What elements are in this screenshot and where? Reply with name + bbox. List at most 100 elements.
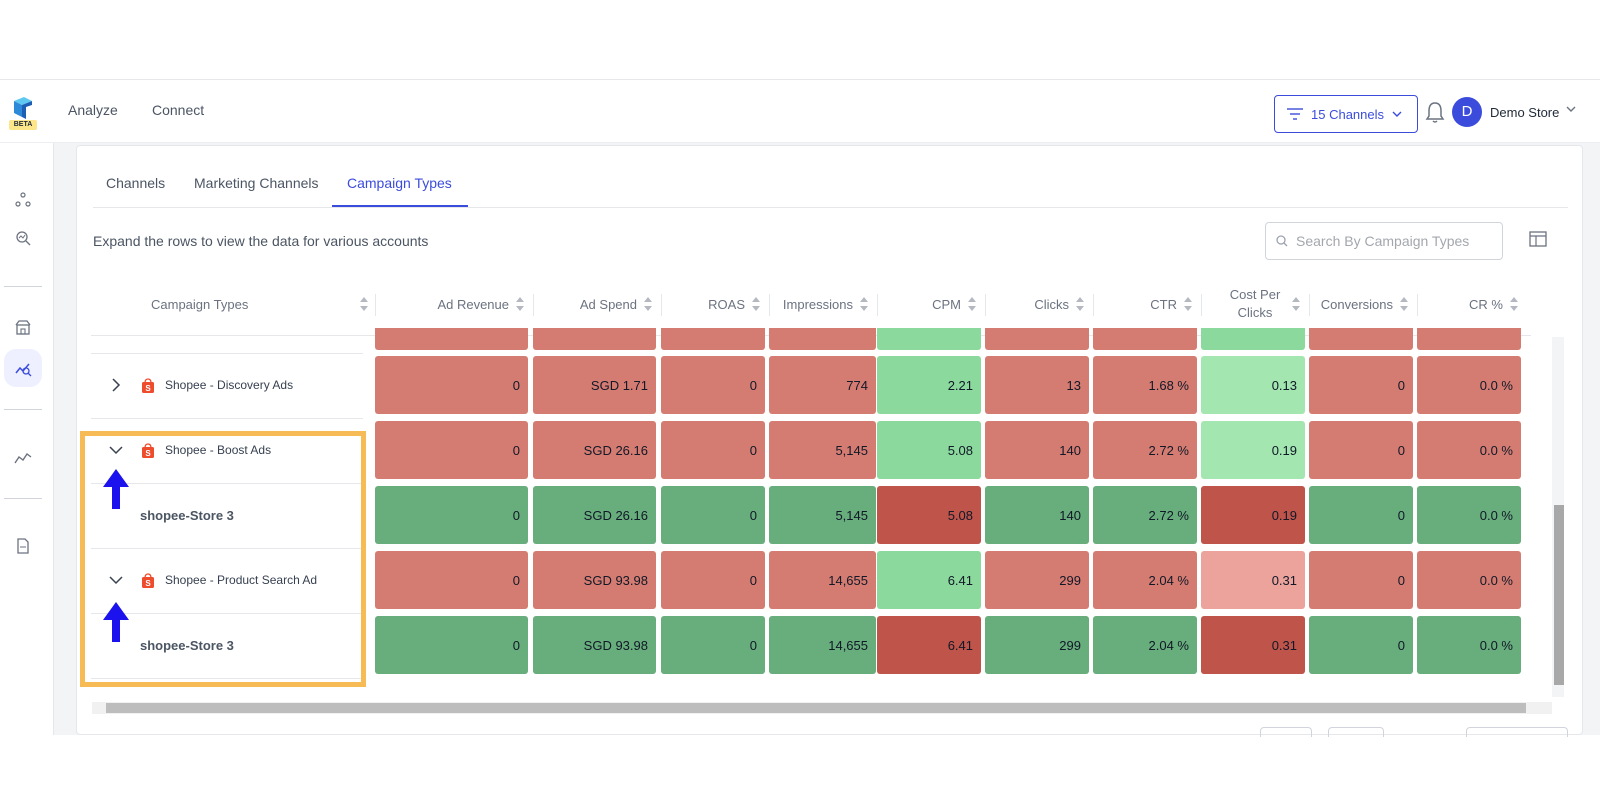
column-header-1[interactable]: Ad Revenue [377, 274, 531, 334]
tab-bar: Channels Marketing Channels Campaign Typ… [93, 146, 1568, 208]
campaign-row-name[interactable]: S Shopee - Boost Ads [109, 419, 271, 481]
column-header-9[interactable]: Conversions [1311, 274, 1415, 334]
sort-icon[interactable] [1399, 296, 1409, 312]
search-icon [1276, 235, 1288, 247]
sidebar-item-reports[interactable] [12, 535, 34, 557]
app-logo[interactable]: BETA [9, 95, 37, 130]
sidebar-divider [4, 498, 42, 499]
partial-row-cell [1201, 328, 1305, 350]
table-cell-ad-revenue: 0 [375, 616, 528, 674]
pager-next-button[interactable] [1328, 727, 1384, 737]
column-separator [985, 294, 986, 316]
filter-icon [1287, 108, 1303, 120]
store-chevron-down-icon[interactable] [1565, 103, 1577, 115]
chevron-down-icon [1392, 111, 1402, 117]
sort-icon[interactable] [1291, 296, 1301, 312]
bottom-blank-band [0, 735, 1600, 800]
search-input[interactable] [1296, 233, 1496, 249]
row-label: Shopee - Boost Ads [165, 443, 272, 457]
column-header-6[interactable]: Clicks [987, 274, 1091, 334]
search-analytics-icon [16, 231, 31, 246]
sidebar-item-trends[interactable] [12, 447, 34, 469]
bell-icon[interactable] [1424, 100, 1446, 124]
sidebar-item-connections[interactable] [12, 189, 34, 211]
column-header-7[interactable]: CTR [1095, 274, 1199, 334]
logo-cube-icon [14, 97, 32, 119]
sort-icon[interactable] [1183, 296, 1193, 312]
chevron-down-icon[interactable] [109, 573, 123, 587]
table-cell-cost-per-clicks: 0.19 [1201, 486, 1305, 544]
column-header-3[interactable]: ROAS [663, 274, 767, 334]
tab-marketing-channels[interactable]: Marketing Channels [194, 175, 319, 191]
table-cell-ad-revenue: 0 [375, 486, 528, 544]
table-cell-ctr: 1.68 % [1093, 356, 1197, 414]
row-divider [91, 353, 363, 354]
column-header-label: Impressions [782, 296, 853, 312]
table-cell-ctr: 2.72 % [1093, 421, 1197, 479]
column-header-8[interactable]: Cost Per Clicks [1203, 274, 1307, 334]
page-size-select[interactable] [1466, 727, 1568, 737]
account-row-name[interactable]: shopee-Store 3 [140, 614, 234, 676]
column-separator [769, 294, 770, 316]
sort-icon[interactable] [643, 296, 653, 312]
tab-channels[interactable]: Channels [106, 175, 166, 191]
column-header-4[interactable]: Impressions [771, 274, 875, 334]
column-header-10[interactable]: CR % [1419, 274, 1525, 334]
table-cell-ad-spend: SGD 1.71 [533, 356, 656, 414]
sidebar-item-marketing[interactable] [4, 349, 42, 387]
marketing-analytics-icon [15, 363, 32, 377]
table-cell-cost-per-clicks: 0.31 [1201, 616, 1305, 674]
row-label: shopee-Store 3 [140, 507, 234, 523]
tab-campaign-types[interactable]: Campaign Types [347, 175, 452, 191]
sidebar-item-explore[interactable] [12, 227, 34, 249]
nav-analyze[interactable]: Analyze [68, 102, 118, 118]
svg-text:S: S [145, 579, 151, 588]
partial-row-cell [1309, 328, 1413, 350]
sort-icon[interactable] [1509, 296, 1519, 312]
column-header-label: CR % [1469, 296, 1503, 312]
sidebar-item-store[interactable] [12, 316, 34, 338]
nav-connect[interactable]: Connect [152, 102, 205, 118]
column-header-2[interactable]: Ad Spend [535, 274, 659, 334]
account-row-name[interactable]: shopee-Store 3 [140, 484, 234, 546]
campaign-row-name[interactable]: S Shopee - Product Search Ad [109, 549, 317, 611]
row-label: Shopee - Discovery Ads [165, 378, 294, 392]
column-header-label: Cost Per Clicks [1229, 287, 1281, 320]
table-cell-clicks: 299 [985, 551, 1089, 609]
table-cell-impressions: 14,655 [769, 616, 876, 674]
channels-filter-button[interactable]: 15 Channels [1274, 95, 1418, 133]
trend-line-icon [14, 452, 32, 464]
horizontal-scroll-thumb[interactable] [106, 703, 1526, 713]
table-cell-impressions: 5,145 [769, 421, 876, 479]
column-separator [1201, 294, 1202, 316]
table-cell-impressions: 5,145 [769, 486, 876, 544]
store-name[interactable]: Demo Store [1490, 105, 1560, 120]
sort-icon[interactable] [1075, 296, 1085, 312]
table-cell-cpm: 5.08 [877, 486, 981, 544]
chevron-down-icon[interactable] [109, 443, 123, 457]
search-box[interactable] [1265, 222, 1503, 260]
row-divider [91, 613, 363, 614]
column-header-0[interactable]: Campaign Types [151, 274, 375, 334]
column-settings-icon[interactable] [1529, 230, 1547, 248]
table-cell-ctr: 2.04 % [1093, 551, 1197, 609]
table-cell-ad-revenue: 0 [375, 356, 528, 414]
nodes-icon [15, 192, 31, 207]
sort-icon[interactable] [859, 296, 869, 312]
table-cell-ad-spend: SGD 93.98 [533, 616, 656, 674]
campaign-row-name[interactable]: S Shopee - Discovery Ads [109, 354, 293, 416]
column-separator [1417, 294, 1418, 316]
avatar[interactable]: D [1452, 97, 1482, 127]
top-blank-band [0, 0, 1600, 80]
vertical-scroll-thumb[interactable] [1554, 505, 1564, 685]
table-cell-cost-per-clicks: 0.31 [1201, 551, 1305, 609]
sort-icon[interactable] [515, 296, 525, 312]
pager-prev-button[interactable] [1260, 727, 1312, 737]
sort-icon[interactable] [751, 296, 761, 312]
sort-icon[interactable] [359, 296, 369, 312]
column-separator [1309, 294, 1310, 316]
sort-icon[interactable] [967, 296, 977, 312]
chevron-right-icon[interactable] [109, 378, 123, 392]
column-header-5[interactable]: CPM [879, 274, 983, 334]
partial-row-cell [1417, 328, 1521, 350]
